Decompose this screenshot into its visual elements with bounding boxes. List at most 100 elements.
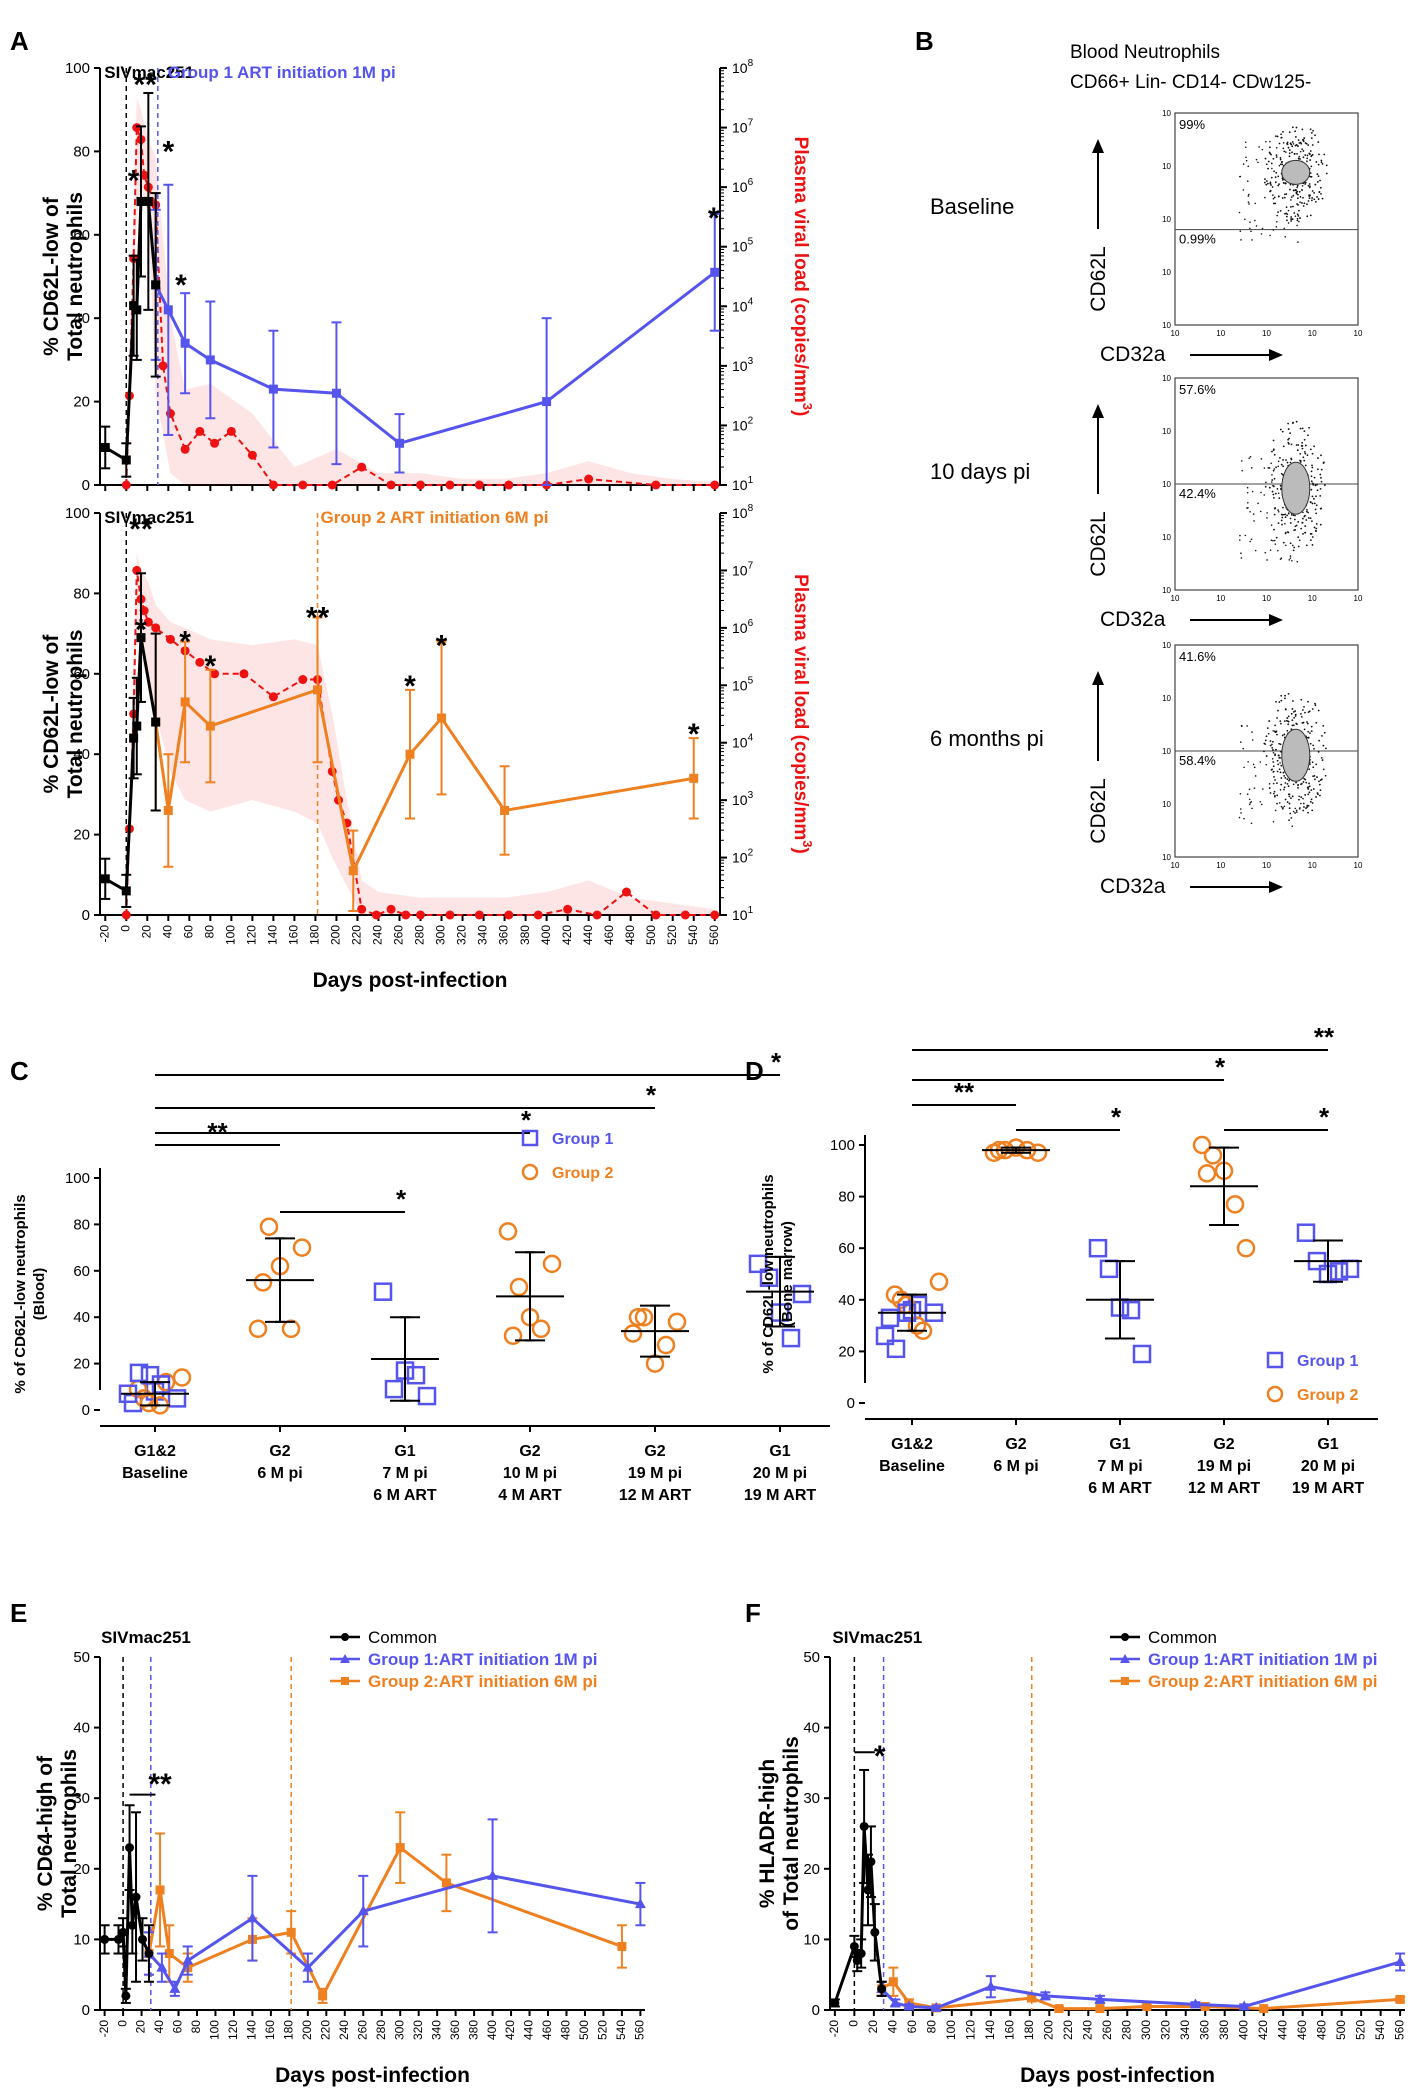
flow-event — [1323, 461, 1325, 464]
flow-event — [1301, 447, 1304, 450]
flow-event — [1275, 171, 1278, 174]
flow-event — [1245, 146, 1247, 149]
flow-event — [1314, 484, 1317, 487]
y-axis-title-line: of Total neutrophils — [780, 1736, 803, 1930]
x-tick-label: 280 — [413, 925, 427, 945]
flow-event — [1320, 480, 1323, 483]
flow-event — [1313, 198, 1316, 201]
legend-label: Group 1:ART initiation 1M pi — [1148, 1650, 1377, 1669]
flow-event — [1249, 221, 1251, 223]
flow-event — [1269, 190, 1271, 193]
category-label-line: 19 M pi — [628, 1465, 682, 1482]
flow-event — [1288, 152, 1291, 155]
flow-event — [1272, 469, 1275, 472]
flow-event — [1270, 481, 1273, 483]
group1-point — [167, 1389, 187, 1408]
significance-star: * — [162, 135, 174, 168]
flow-event — [1255, 158, 1258, 161]
x-tick-label: 520 — [665, 925, 679, 945]
flow-event — [1290, 457, 1293, 460]
flow-event — [1259, 761, 1262, 763]
flow-event — [1274, 181, 1277, 184]
flow-event — [1273, 468, 1275, 470]
flow-event — [1288, 155, 1291, 158]
y2-tick-exp: 7 — [748, 118, 754, 129]
flow-event — [1239, 534, 1241, 537]
viral-load-point — [195, 426, 205, 436]
y2-axis-title: Plasma viral load (copies/mm3) — [790, 574, 815, 854]
flow-event — [1312, 483, 1315, 486]
flow-event — [1279, 158, 1282, 161]
y-axis-title-line: % CD64-high of — [34, 1755, 57, 1911]
flow-event — [1311, 464, 1313, 467]
y2-tick-label: 102 — [732, 415, 754, 433]
flow-event — [1276, 794, 1279, 797]
legend-marker — [521, 1129, 539, 1147]
viral-load-point — [132, 123, 142, 133]
flow-event — [1287, 422, 1290, 425]
common-series-point — [852, 1956, 862, 1966]
flow-event — [1273, 202, 1275, 205]
x-tick-label: 20 — [866, 2020, 880, 2034]
category-label-line: 6 M pi — [993, 1458, 1038, 1475]
flow-event — [1320, 476, 1322, 479]
flow-event — [1306, 722, 1309, 725]
flow-event — [1296, 213, 1299, 216]
flow-y-tick-label: 10 — [1162, 533, 1171, 542]
x-tick-label: 280 — [1119, 2020, 1133, 2040]
flow-event — [1316, 468, 1319, 471]
group1-point — [759, 1268, 779, 1288]
group1-series-point — [302, 1961, 314, 1972]
flow-event — [1303, 728, 1306, 731]
x-tick-label: 440 — [581, 925, 595, 945]
y-tick-label: 20 — [803, 1861, 820, 1878]
flow-event — [1241, 469, 1243, 472]
common-series-line — [833, 1826, 884, 2004]
flow-event — [1243, 766, 1245, 769]
flow-event — [1294, 528, 1297, 531]
flow-event — [1288, 437, 1290, 440]
group1-series-point — [246, 1912, 258, 1923]
flow-event — [1287, 723, 1290, 726]
flow-event — [1320, 507, 1323, 510]
common-series-point — [118, 1927, 128, 1937]
legend-label: Group 2:ART initiation 6M pi — [1148, 1672, 1377, 1691]
flow-event — [1288, 807, 1291, 810]
x-axis-title: Days post-infection — [313, 969, 508, 992]
flow-event — [1314, 183, 1317, 186]
flow-event — [1313, 747, 1315, 750]
y2-tick-exp: 8 — [748, 503, 754, 514]
y-tick-label: 60 — [73, 1263, 90, 1280]
flow-event — [1276, 802, 1278, 805]
flow-event — [1309, 448, 1312, 451]
flow-y-tick-label: 10 — [1162, 374, 1171, 383]
y-tick-label: 0 — [812, 2002, 820, 2019]
flow-event — [1249, 455, 1252, 458]
x-tick-label: 300 — [1139, 2020, 1153, 2040]
flow-event — [1274, 795, 1276, 798]
flow-event — [1315, 504, 1318, 507]
flow-event — [1270, 539, 1273, 542]
common-series-point — [849, 1941, 859, 1951]
flow-event — [1297, 784, 1299, 787]
significance-star: * — [175, 269, 187, 302]
flow-event — [1321, 197, 1324, 200]
flow-event — [1310, 488, 1313, 491]
flow-event — [1287, 209, 1290, 212]
significance-star: * — [708, 202, 720, 235]
flow-event — [1265, 180, 1268, 182]
flow-event — [1284, 777, 1287, 779]
flow-event — [1295, 189, 1297, 191]
flow-event — [1308, 152, 1311, 155]
flow-event — [1310, 131, 1313, 134]
flow-event — [1277, 175, 1280, 178]
flow-y-tick-label: 10 — [1162, 586, 1171, 595]
y-axis-title-line: % CD62L-low of — [40, 196, 63, 356]
category-label-line: 7 M pi — [1097, 1458, 1142, 1475]
group2-point — [259, 1217, 279, 1236]
significance-star: ** — [134, 69, 158, 102]
flow-event — [1279, 156, 1282, 159]
flow-event — [1247, 760, 1249, 763]
flow-event — [1281, 516, 1284, 519]
flow-event — [1319, 523, 1322, 526]
